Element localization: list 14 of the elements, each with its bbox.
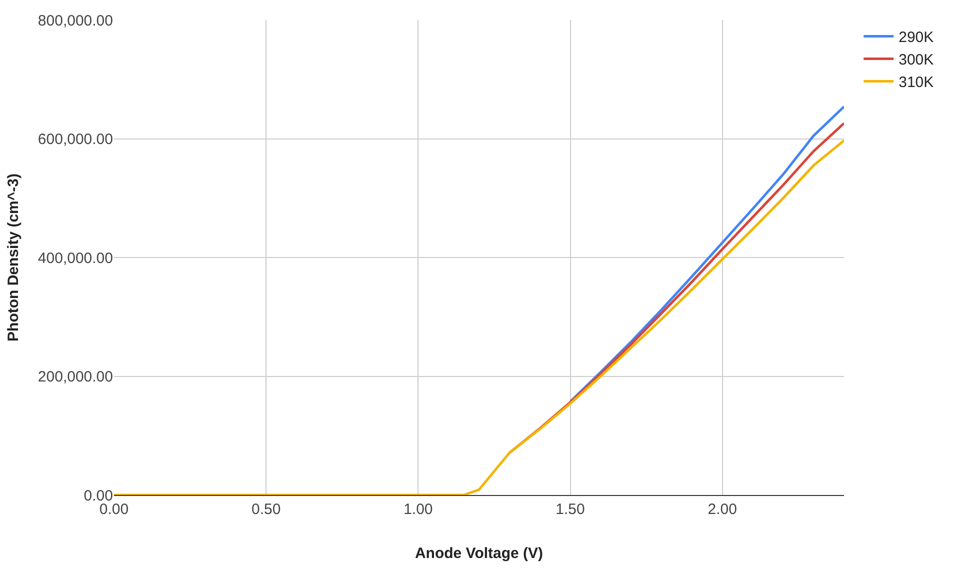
legend-label: 310K — [898, 74, 934, 92]
y-axis-title: Photon Density (cm^-3) — [5, 174, 22, 342]
x-tick-label: 0.50 — [251, 501, 281, 518]
x-tick-label: 2.00 — [708, 501, 737, 518]
x-axis-title: Anode Voltage (V) — [414, 545, 544, 562]
x-tick-label: 1.50 — [556, 501, 585, 518]
x-tick-label: 1.00 — [404, 501, 433, 518]
legend-label: 300K — [898, 52, 934, 69]
y-tick-label: 600,000.00 — [38, 131, 113, 148]
y-tick-label: 400,000.00 — [38, 250, 113, 267]
y-tick-label: 200,000.00 — [38, 368, 113, 386]
y-tick-label: 800,000.00 — [38, 12, 113, 30]
line-series — [114, 139, 844, 495]
legend-label: 290K — [898, 29, 934, 46]
